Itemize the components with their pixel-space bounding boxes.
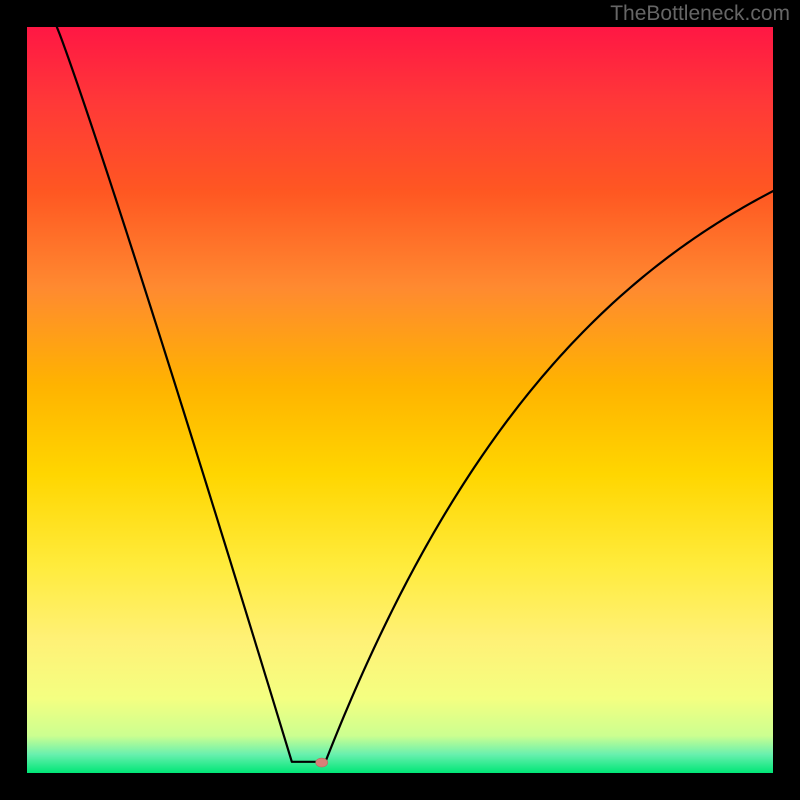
bottleneck-curve bbox=[27, 27, 773, 773]
optimal-marker bbox=[316, 758, 328, 767]
watermark-text: TheBottleneck.com bbox=[610, 2, 790, 26]
chart-plot-area bbox=[27, 27, 773, 773]
v-curve-path bbox=[57, 27, 773, 762]
